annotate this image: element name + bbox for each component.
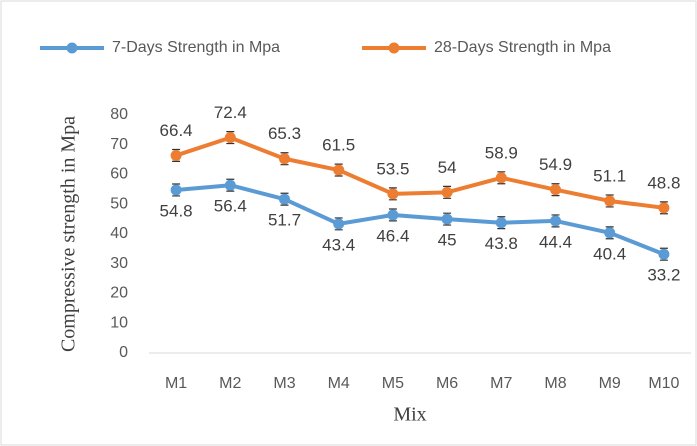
point-marker: [495, 172, 507, 184]
data-label: 56.4: [214, 197, 247, 216]
x-tick-label: M4: [328, 375, 350, 392]
point-marker: [550, 215, 561, 227]
point-marker: [387, 209, 399, 221]
x-tick-label: M9: [599, 375, 621, 392]
legend-marker: [66, 42, 78, 54]
x-tick-label: M6: [436, 375, 458, 392]
point-marker: [550, 184, 561, 196]
point-marker: [170, 149, 182, 161]
point-marker: [658, 248, 670, 260]
data-label: 58.9: [485, 143, 518, 162]
x-tick-label: M5: [382, 375, 404, 392]
x-tick-label: M2: [219, 375, 241, 392]
data-label: 43.4: [322, 235, 355, 254]
legend-label: 7-Days Strength in Mpa: [112, 39, 280, 56]
y-tick-label: 60: [110, 166, 128, 183]
data-label: 51.1: [593, 166, 626, 185]
data-label: 66.4: [160, 121, 193, 140]
data-label: 40.4: [593, 244, 626, 263]
y-tick-label: 0: [119, 344, 128, 361]
y-tick-label: 20: [110, 285, 128, 302]
legend-marker: [388, 42, 400, 54]
x-axis-title: Mix: [393, 404, 426, 426]
data-label: 61.5: [322, 136, 355, 155]
point-marker: [441, 186, 453, 198]
data-label: 72.4: [214, 103, 247, 122]
data-label: 53.5: [376, 159, 409, 178]
point-marker: [441, 213, 453, 225]
point-marker: [279, 153, 290, 165]
x-tick-label: M1: [165, 375, 187, 392]
y-tick-label: 70: [110, 136, 128, 153]
point-marker: [224, 179, 236, 191]
point-marker: [495, 217, 507, 229]
data-label: 54: [438, 158, 457, 177]
x-tick-label: M3: [273, 375, 295, 392]
data-label: 51.7: [268, 211, 301, 230]
point-marker: [604, 195, 616, 207]
y-tick-label: 40: [110, 225, 128, 242]
data-label: 54.8: [160, 201, 193, 220]
y-tick-label: 80: [110, 106, 128, 123]
series-line: [175, 183, 665, 257]
y-tick-label: 30: [110, 255, 128, 272]
point-marker: [279, 193, 290, 205]
legend-label: 28-Days Strength in Mpa: [434, 39, 611, 56]
point-marker: [224, 132, 236, 144]
data-label: 65.3: [268, 124, 301, 143]
data-label: 54.9: [539, 155, 572, 174]
data-label: 45: [438, 231, 457, 250]
x-tick-label: M10: [648, 375, 679, 392]
point-marker: [333, 218, 345, 230]
x-tick-label: M8: [544, 375, 566, 392]
y-tick-label: 10: [110, 314, 128, 331]
x-tick-label: M7: [490, 375, 512, 392]
point-marker: [658, 202, 670, 214]
data-label: 43.8: [485, 234, 518, 253]
y-tick-label: 50: [110, 195, 128, 212]
point-marker: [604, 227, 616, 239]
data-label: 33.2: [647, 266, 680, 285]
point-marker: [170, 184, 182, 196]
point-marker: [387, 188, 399, 200]
y-axis-title: Compressive strength in Mpa: [58, 116, 80, 352]
data-label: 46.4: [376, 226, 409, 245]
series-line: [175, 135, 665, 210]
point-marker: [333, 164, 345, 176]
data-label: 44.4: [539, 232, 572, 251]
data-label: 48.8: [647, 173, 680, 192]
